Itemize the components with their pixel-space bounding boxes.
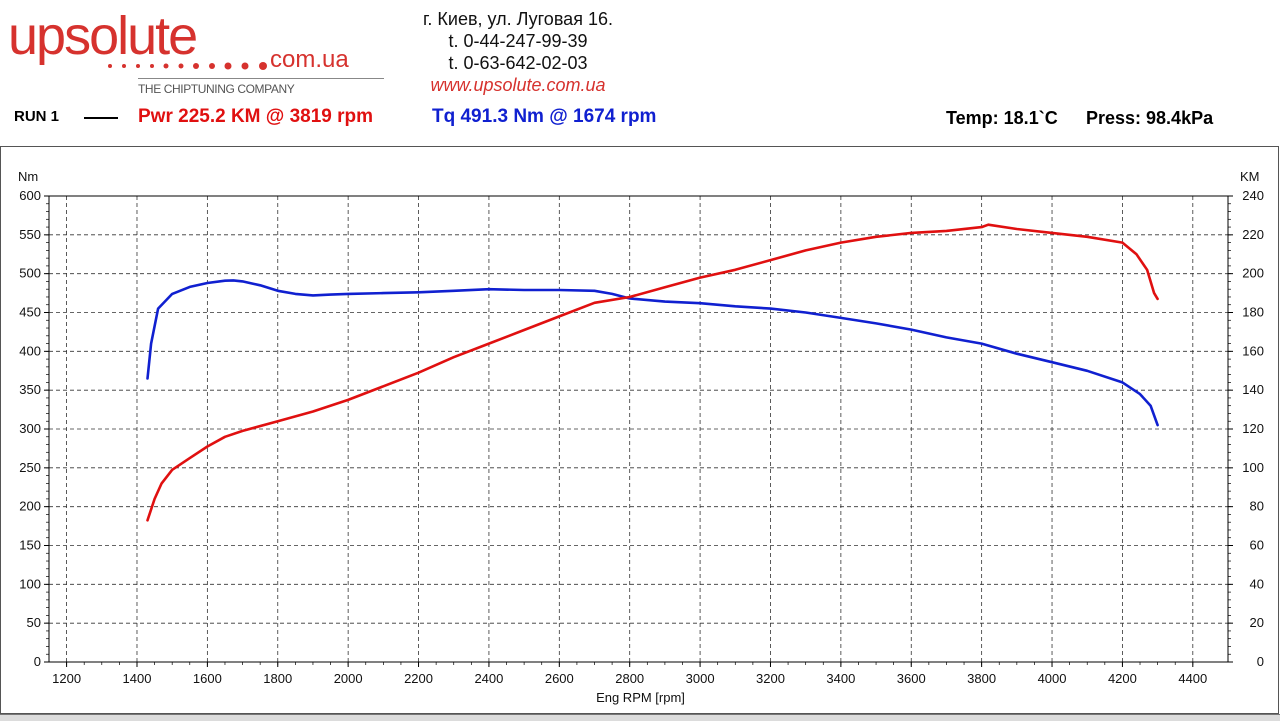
- y-tick-label-right: 140: [1242, 382, 1264, 397]
- contact-block: г. Киев, ул. Луговая 16. t. 0-44-247-99-…: [400, 8, 636, 96]
- y-tick-label-left: 50: [27, 615, 41, 630]
- y-tick-label-right: 240: [1242, 188, 1264, 203]
- chart-grid: [49, 196, 1228, 662]
- website-link[interactable]: www.upsolute.com.ua: [430, 75, 606, 95]
- y-tick-label-left: 150: [19, 538, 41, 553]
- y-tick-label-right: 220: [1242, 227, 1264, 242]
- x-tick-label: 3400: [826, 671, 855, 686]
- chart-labels: 0 50 100 150 200 250 300 350 400 450 500 550 600 0 20 4…: [18, 169, 1264, 705]
- y-tick-label-left: 100: [19, 576, 41, 591]
- address: г. Киев, ул. Луговая 16.: [423, 9, 613, 29]
- y-tick-label-left: 450: [19, 305, 41, 320]
- x-tick-label: 2200: [404, 671, 433, 686]
- y-tick-label-right: 80: [1250, 499, 1264, 514]
- x-tick-label: 4000: [1038, 671, 1067, 686]
- x-tick-label: 1800: [263, 671, 292, 686]
- y-tick-label-left: 500: [19, 266, 41, 281]
- x-tick-label: 3800: [967, 671, 996, 686]
- x-tick-label: 3600: [897, 671, 926, 686]
- y-tick-label-right: 60: [1250, 538, 1264, 553]
- x-tick-label: 4400: [1178, 671, 1207, 686]
- torque-peak: Tq 491.3 Nm @ 1674 rpm: [432, 106, 657, 127]
- chart-axes: [44, 195, 1233, 667]
- run-label: RUN 1: [14, 108, 60, 125]
- y-tick-label-right: 160: [1242, 343, 1264, 358]
- x-tick-label: 2600: [545, 671, 574, 686]
- plot-border: [48, 195, 1229, 663]
- x-tick-label: 2800: [615, 671, 644, 686]
- x-tick-label: 4200: [1108, 671, 1137, 686]
- x-tick-label: 1200: [52, 671, 81, 686]
- y-axis-title-right: KM: [1240, 169, 1260, 184]
- x-tick-label: 2000: [334, 671, 363, 686]
- y-tick-label-left: 550: [19, 227, 41, 242]
- logo-wordmark: upsolute: [8, 6, 198, 66]
- x-tick-label: 1600: [193, 671, 222, 686]
- y-tick-label-right: 100: [1242, 460, 1264, 475]
- x-tick-label: 3200: [756, 671, 785, 686]
- phone-1: t. 0-44-247-99-39: [448, 31, 588, 51]
- y-tick-label-left: 350: [19, 382, 41, 397]
- x-tick-label: 1400: [123, 671, 152, 686]
- y-tick-label-right: 120: [1242, 421, 1264, 436]
- y-tick-label-left: 200: [19, 499, 41, 514]
- x-tick-label: 3000: [686, 671, 715, 686]
- y-axis-title-left: Nm: [18, 169, 38, 184]
- y-tick-label-right: 180: [1242, 305, 1264, 320]
- bottom-scrollbar[interactable]: [0, 714, 1280, 721]
- torque-curve: [146, 279, 1159, 427]
- y-tick-label-left: 300: [19, 421, 41, 436]
- logo-dots: [108, 62, 267, 70]
- y-tick-label-left: 600: [19, 188, 41, 203]
- y-tick-label-right: 40: [1250, 576, 1264, 591]
- y-tick-label-right: 200: [1242, 266, 1264, 281]
- chart-series: [146, 223, 1159, 522]
- chart-frame: [0, 146, 1279, 714]
- y-tick-label-left: 400: [19, 343, 41, 358]
- company-logo: upsolute com.ua THE CHIPTUNING COMPANY: [8, 6, 388, 98]
- dyno-chart: 0 50 100 150 200 250 300 350 400 450 500 550 600 0 20 4…: [18, 169, 1264, 705]
- power-peak: Pwr 225.2 KM @ 3819 rpm: [138, 106, 374, 127]
- power-curve: [146, 223, 1159, 522]
- phone-2: t. 0-63-642-02-03: [448, 53, 588, 73]
- run-summary: RUN 1 Pwr 225.2 KM @ 3819 rpm Tq 491.3 N…: [0, 104, 1280, 132]
- logo-divider: [138, 78, 384, 79]
- logo-tagline: THE CHIPTUNING COMPANY: [138, 82, 295, 96]
- logo-domain: com.ua: [270, 46, 349, 73]
- pressure: Press: 98.4kPa: [1086, 108, 1214, 128]
- y-tick-label-right: 0: [1257, 654, 1264, 669]
- x-axis-title: Eng RPM [rpm]: [596, 690, 685, 705]
- temperature: Temp: 18.1`C: [946, 108, 1058, 128]
- y-tick-label-left: 0: [34, 654, 41, 669]
- y-tick-label-left: 250: [19, 460, 41, 475]
- run-line-legend: [84, 117, 118, 119]
- x-tick-label: 2400: [474, 671, 503, 686]
- y-tick-label-right: 20: [1250, 615, 1264, 630]
